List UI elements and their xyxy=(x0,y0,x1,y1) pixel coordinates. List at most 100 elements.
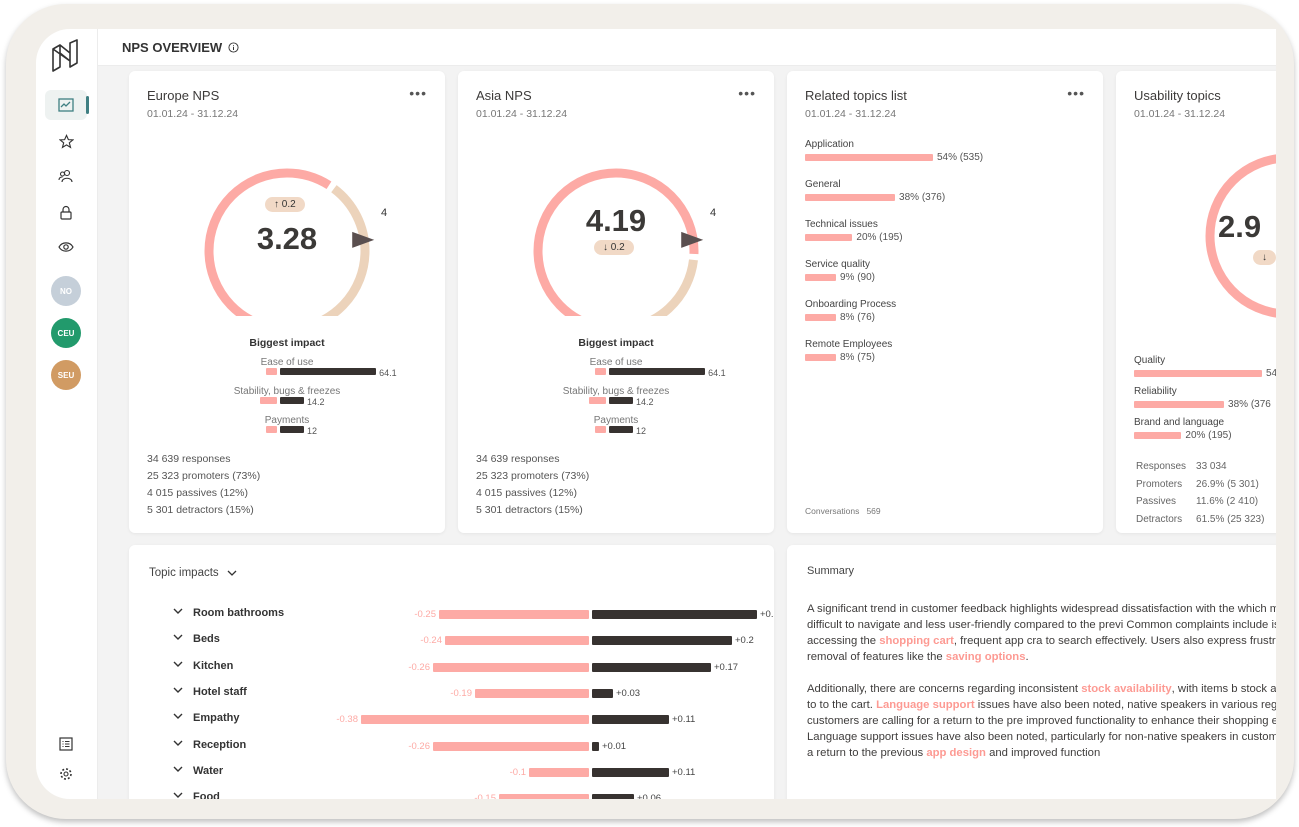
impact-value: 14.2 xyxy=(636,397,654,407)
usability-topic-item: Reliability 38% (376 xyxy=(1134,386,1271,410)
negative-impact-value: -0.19 xyxy=(450,687,472,699)
topic-impacts-card: Topic impacts Room bathrooms -0.25 +0.54 Be… xyxy=(129,545,774,799)
gauge-remaining-arc xyxy=(204,168,370,316)
highlighted-topic-link[interactable]: saving options xyxy=(945,651,1026,663)
negative-impact-value: -0.25 xyxy=(414,609,436,620)
topic-label: Room bathrooms xyxy=(193,607,285,619)
avatar-seu[interactable]: SEU xyxy=(51,360,81,390)
stat-row: Responses 33 034 xyxy=(1136,459,1272,475)
avatar-no[interactable]: NO xyxy=(51,276,81,306)
impact-label: Ease of use xyxy=(589,357,643,368)
chevron-down-icon[interactable] xyxy=(173,792,183,799)
summary-text-segment: A significant trend in customer feedback… xyxy=(807,603,1276,647)
topic-label: Kitchen xyxy=(193,659,234,672)
impact-value: 64.1 xyxy=(708,368,726,378)
topic-impact-row[interactable]: Kitchen -0.26 +0.17 xyxy=(129,659,774,679)
stat-label: Passives xyxy=(1136,496,1177,507)
conversations-value: 569 xyxy=(866,506,881,516)
highlighted-topic-link[interactable]: shopping cart xyxy=(879,635,954,647)
stat-value: 11.6% (2 410) xyxy=(1196,496,1259,507)
topic-value: 20% (195) xyxy=(856,232,903,243)
sidebar-item-dashboard[interactable] xyxy=(45,90,89,120)
chevron-down-icon[interactable] xyxy=(173,634,183,641)
impact-positive-bar xyxy=(280,397,304,404)
change-badge: ↓ xyxy=(1253,250,1276,265)
positive-impact-bar xyxy=(592,688,613,698)
impact-row: Stability, bugs & freezes 14.2 xyxy=(458,386,774,407)
impact-positive-bar xyxy=(280,426,304,433)
related-topic-item: General 38% (376) xyxy=(805,179,945,203)
target-label: 4 xyxy=(381,207,388,219)
impact-value: 14.2 xyxy=(307,397,325,407)
stat-line: 25 323 promoters (73%) xyxy=(147,470,261,482)
negative-impact-bar xyxy=(499,794,589,799)
topic-impact-row[interactable]: Water -0.1 +0.11 xyxy=(129,764,774,784)
nps-gauge xyxy=(533,168,704,316)
topic-label: Quality xyxy=(1134,355,1166,366)
chart-icon xyxy=(58,98,74,112)
chevron-down-icon[interactable] xyxy=(173,608,183,615)
positive-impact-bar xyxy=(592,741,599,751)
positive-impact-value: +0.11 xyxy=(672,766,696,778)
target-marker xyxy=(681,231,704,248)
related-topic-item: Application 54% (535) xyxy=(805,139,983,163)
chevron-down-icon[interactable] xyxy=(173,687,183,694)
related-topic-item: Technical issues 20% (195) xyxy=(805,219,903,243)
topic-value: 8% (75) xyxy=(840,352,876,363)
topic-value: 8% (76) xyxy=(840,312,876,323)
topic-bar xyxy=(805,154,933,161)
topic-value: 54% (535) xyxy=(936,152,984,163)
topic-impact-row[interactable]: Room bathrooms -0.25 +0.54 xyxy=(129,606,774,626)
impact-negative-bar xyxy=(260,397,277,404)
sidebar-item-security[interactable] xyxy=(45,197,87,227)
positive-impact-value: +0.03 xyxy=(616,687,641,699)
sidebar-item-users[interactable] xyxy=(45,161,87,191)
avatar-ceu[interactable]: CEU xyxy=(51,318,81,348)
topic-impact-row[interactable]: Hotel staff -0.19 +0.03 xyxy=(129,685,774,705)
negative-impact-value: -0.24 xyxy=(420,635,442,647)
chevron-down-icon[interactable] xyxy=(173,766,183,773)
stat-label: Promoters xyxy=(1136,478,1183,490)
chevron-down-icon[interactable] xyxy=(173,740,183,747)
more-options-button[interactable]: ••• xyxy=(1067,85,1085,101)
topic-impact-row[interactable]: Reception -0.26 +0.01 xyxy=(129,738,774,758)
more-options-button[interactable]: ••• xyxy=(409,85,427,101)
usability-topic-item: Brand and language 20% (195) xyxy=(1134,417,1232,441)
lock-icon xyxy=(60,205,72,220)
negative-impact-bar xyxy=(361,715,589,725)
gauge-value-arc xyxy=(533,168,699,316)
highlighted-topic-link[interactable]: app design xyxy=(926,747,986,759)
impact-label: Payments xyxy=(264,415,310,426)
highlighted-topic-link[interactable]: Language support xyxy=(876,699,975,711)
sidebar-item-favorites[interactable] xyxy=(45,126,87,156)
topic-bar xyxy=(805,274,836,281)
chevron-down-icon[interactable] xyxy=(173,713,183,720)
positive-impact-bar xyxy=(592,662,711,672)
topic-label: Beds xyxy=(193,633,220,646)
summary-paragraph: Language support issues have also been n… xyxy=(807,729,1276,761)
impact-label: Stability, bugs & freezes xyxy=(562,386,670,397)
topic-impact-row[interactable]: Empathy -0.38 +0.11 xyxy=(129,711,774,731)
target-label: 4 xyxy=(710,207,717,219)
topic-impacts-dropdown[interactable]: Topic impacts xyxy=(149,567,237,579)
highlighted-topic-link[interactable]: stock availability xyxy=(1081,683,1172,695)
more-options-button[interactable]: ••• xyxy=(738,85,756,101)
impact-value: 12 xyxy=(307,426,318,436)
sidebar-item-visibility[interactable] xyxy=(45,232,87,262)
topic-label: Remote Employees xyxy=(805,339,893,350)
sidebar-item-list[interactable] xyxy=(45,729,87,759)
topic-label: Onboarding Process xyxy=(805,299,897,310)
negative-impact-bar xyxy=(433,741,589,751)
usability-topic-item: Quality 54% xyxy=(1134,355,1276,379)
topic-label: Brand and language xyxy=(1134,417,1225,428)
negative-impact-bar xyxy=(529,767,589,777)
topic-impact-row[interactable]: Beds -0.24 +0.2 xyxy=(129,632,774,652)
topic-label: Service quality xyxy=(805,259,871,270)
star-icon xyxy=(58,133,74,149)
sidebar-item-settings[interactable] xyxy=(45,759,87,789)
summary-paragraph: Additionally, there are concerns regardi… xyxy=(807,681,1276,729)
info-icon[interactable] xyxy=(228,41,239,53)
chevron-down-icon[interactable] xyxy=(173,661,183,668)
positive-impact-bar xyxy=(592,636,732,646)
topic-impact-row[interactable]: Food -0.15 +0.06 xyxy=(129,790,774,799)
